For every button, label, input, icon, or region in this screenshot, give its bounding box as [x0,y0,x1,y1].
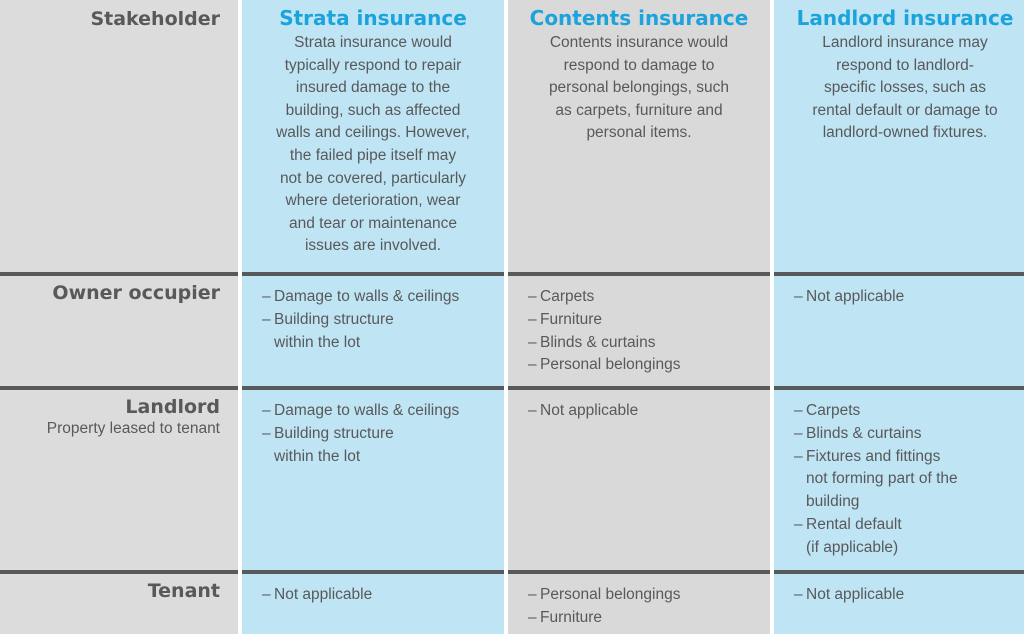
row-title: Landlord [125,396,220,418]
desc-line: landlord-owned fixtures. [822,124,988,142]
contents-insurance-description: Contents insurance would respond to dama… [516,32,762,145]
list-item: Damage to walls & ceilings [262,400,504,423]
desc-line: respond to landlord- [836,56,974,74]
item-list: Damage to walls & ceilings Building stru… [242,276,504,354]
tenant-landlord-cell: Not applicable [774,574,1024,634]
desc-line: issues are involved. [304,237,442,255]
item-list: Damage to walls & ceilings Building stru… [242,390,504,468]
stakeholder-header-label: Stakeholder [90,8,220,30]
list-item: Carpets [528,286,770,309]
desc-line: typically respond to repair [284,56,462,74]
desc-line: not be covered, particularly [279,169,467,187]
stakeholder-header: Stakeholder [0,0,238,272]
desc-line: as carpets, furniture and [555,101,723,119]
list-item: Fixtures and fittings [794,446,1024,469]
item-list: Personal belongings Furniture [508,574,770,630]
list-item: Building structure [262,423,504,446]
desc-line: specific losses, such as [824,79,986,97]
desc-line: and tear or maintenance [288,214,458,232]
desc-line: personal belongings, such [548,79,730,97]
list-item: Building structure [262,309,504,332]
landlord-strata-cell: Damage to walls & ceilings Building stru… [242,390,504,570]
desc-line: personal items. [586,124,692,142]
item-list: Not applicable [774,276,1024,309]
desc-line: the failed pipe itself may [289,146,457,164]
list-item-continuation: within the lot [274,333,361,351]
row-title: Tenant [147,580,220,602]
strata-insurance-description: Strata insurance would typically respond… [250,32,496,258]
item-list: Carpets Furniture Blinds & curtains Pers… [508,276,770,377]
desc-line: rental default or damage to [812,101,998,119]
row-subtitle: Property leased to tenant [46,420,220,437]
desc-line: insured damage to the [295,79,451,97]
contents-insurance-header: Contents insurance Contents insurance wo… [508,0,770,272]
item-list: Carpets Blinds & curtains Fixtures and f… [774,390,1024,560]
owner-occupier-landlord-cell: Not applicable [774,276,1024,386]
list-item-continuation: building [806,493,860,511]
list-item: Not applicable [794,584,1024,607]
row-label-landlord: Landlord Property leased to tenant [0,390,238,570]
column-divider [238,0,242,634]
landlord-insurance-title: Landlord insurance [796,6,1014,30]
item-list: Not applicable [508,390,770,423]
desc-line: Landlord insurance may [822,34,988,51]
desc-line: Strata insurance would [294,34,452,51]
column-divider [770,0,774,634]
desc-line: Contents insurance would [549,34,729,51]
column-divider [504,0,508,634]
list-item: Not applicable [794,286,1024,309]
list-item: Furniture [528,309,770,332]
owner-occupier-contents-cell: Carpets Furniture Blinds & curtains Pers… [508,276,770,386]
list-item: Blinds & curtains [528,332,770,355]
landlord-contents-cell: Not applicable [508,390,770,570]
list-item-continuation: within the lot [274,447,361,465]
item-list: Not applicable [242,574,504,607]
tenant-strata-cell: Not applicable [242,574,504,634]
strata-insurance-title: Strata insurance [279,6,467,30]
desc-line: where deterioration, wear [285,192,461,210]
owner-occupier-strata-cell: Damage to walls & ceilings Building stru… [242,276,504,386]
strata-insurance-header: Strata insurance Strata insurance would … [242,0,504,272]
row-label-tenant: Tenant [0,574,238,634]
tenant-contents-cell: Personal belongings Furniture [508,574,770,634]
landlord-insurance-header: Landlord insurance Landlord insurance ma… [774,0,1024,272]
list-item-continuation: (if applicable) [806,538,899,556]
list-item: Blinds & curtains [794,423,1024,446]
list-item: Not applicable [262,584,504,607]
landlord-insurance-description: Landlord insurance may respond to landlo… [782,32,1024,145]
list-item: Carpets [794,400,1024,423]
list-item: Personal belongings [528,354,770,377]
list-item: Rental default [794,514,1024,537]
list-item: Not applicable [528,400,770,423]
row-label-owner-occupier: Owner occupier [0,276,238,386]
list-item: Personal belongings [528,584,770,607]
contents-insurance-title: Contents insurance [529,6,749,30]
list-item: Furniture [528,607,770,630]
list-item: Damage to walls & ceilings [262,286,504,309]
list-item-continuation: not forming part of the [806,470,958,488]
desc-line: walls and ceilings. However, [276,124,470,142]
row-title: Owner occupier [52,282,220,304]
item-list: Not applicable [774,574,1024,607]
landlord-landlord-cell: Carpets Blinds & curtains Fixtures and f… [774,390,1024,570]
desc-line: building, such as affected [285,101,461,119]
desc-line: respond to damage to [563,56,715,74]
